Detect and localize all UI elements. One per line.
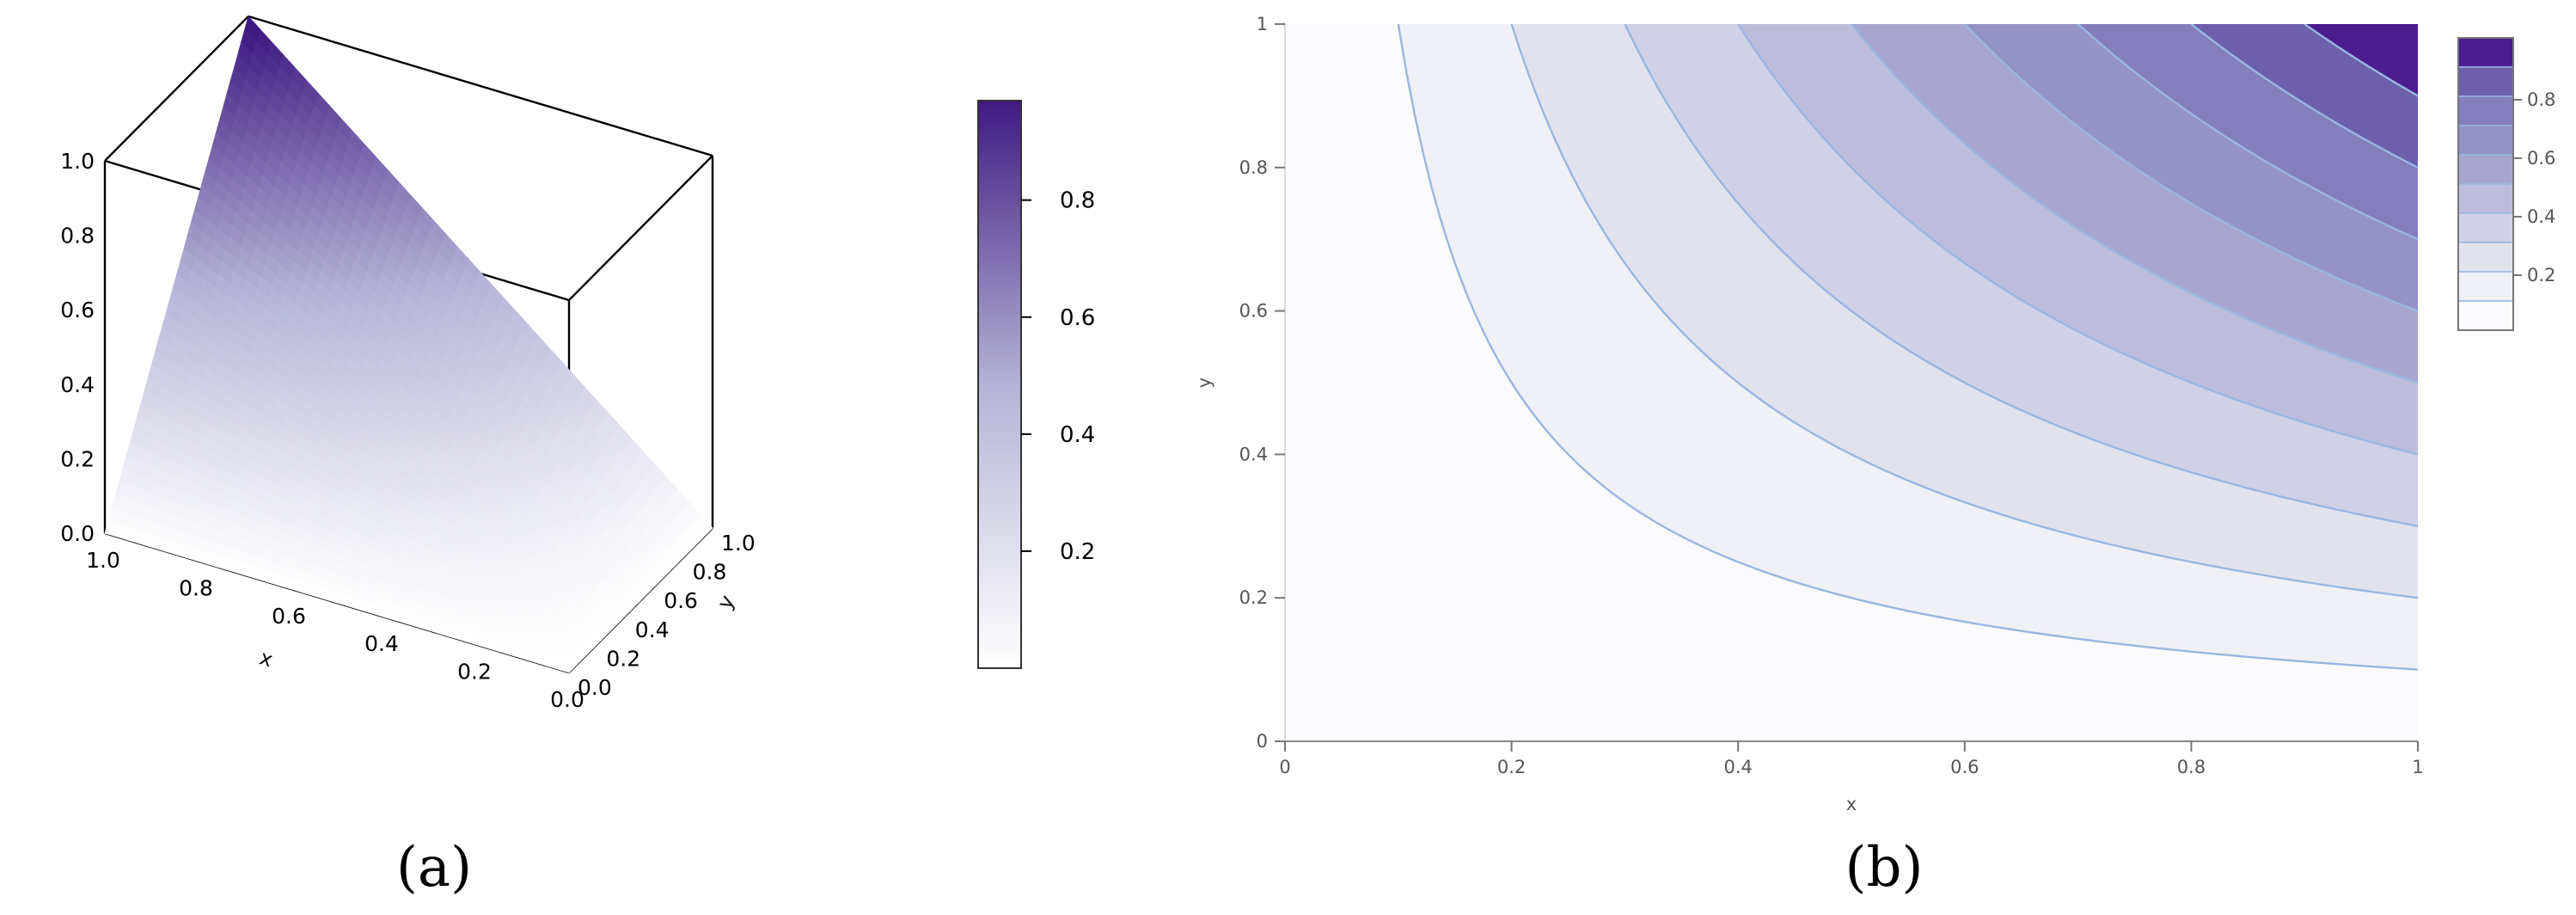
legend-tick-label: 0.8 [2527,89,2555,110]
y-tick-label: 0.0 [578,675,612,700]
x-tick-label: 1 [2412,757,2423,777]
legend-swatch [2457,66,2514,97]
contour-fills [1285,24,2418,741]
box-edge [568,155,713,301]
legend-swatch [2457,154,2514,185]
contour-line [1737,24,2418,456]
x-tick-label: 0.8 [2177,757,2206,777]
contour-line [1624,24,2418,527]
z-tick-label: 1.0 [60,149,95,174]
z-tick-label: 0.0 [60,521,95,546]
legend-swatch [2457,183,2514,214]
legend-tick-label: 0.2 [2527,265,2555,286]
x-tick-label: 0.0 [550,687,584,712]
colorbar-tick-label: 0.6 [1060,305,1095,331]
contour-plot-panel: 0 0.2 0.4 0.6 0.8 1 0 0.2 0.4 0.6 0.8 1 x y [1194,14,2424,814]
contour-line [1397,24,2418,671]
colorbar-tick-label: 0.4 [1060,422,1095,448]
z-tick-label: 0.2 [60,446,95,471]
contour-axes: 0 0.2 0.4 0.6 0.8 1 0 0.2 0.4 0.6 0.8 1 x y [1194,14,2424,814]
contour-line [2190,24,2418,169]
legend-swatch [2457,125,2514,156]
box-edge [248,15,713,157]
contour-legend: 0.2 0.4 0.6 0.8 [2457,37,2555,331]
legend-tick-label: 0.4 [2527,206,2555,227]
legend-swatch [2457,95,2514,126]
surface-mesh [104,15,713,673]
contour-lines [1397,24,2418,671]
surface-colorbar: 0.2 0.4 0.6 0.8 [977,100,1095,669]
x-tick-label: 0.4 [364,631,399,656]
x-tick-label: 0.2 [457,660,492,685]
legend-frame [2457,37,2514,331]
y-tick-label: 0.8 [1239,157,1268,178]
y-tick-label: 1.0 [721,531,756,556]
contour-line [2304,24,2418,97]
x-tick-label: 1.0 [86,548,120,573]
x-axis-label: x [257,645,276,672]
x-tick-label: 0 [1279,757,1290,777]
y-tick-label: 0 [1257,731,1268,752]
x-tick-label: 0.8 [179,575,213,600]
panel-b-label: (b) [1845,836,1924,900]
legend-swatch [2457,271,2514,302]
z-tick-label: 0.8 [60,224,95,249]
legend-swatch [2457,300,2514,331]
y-axis-label: y [713,591,739,613]
x-tick-label: 0.4 [1723,757,1752,777]
y-tick-label: 0.8 [693,560,727,585]
y-tick-label: 0.4 [1239,444,1268,464]
x-tick-label: 0.6 [272,604,306,629]
y-tick-label: 0.6 [1239,301,1268,322]
contour-line [1963,24,2418,312]
y-tick-label: 0.2 [606,646,640,671]
colorbar-tick-label: 0.2 [1060,539,1095,565]
y-tick-label: 1 [1257,14,1268,34]
contour-band [2304,24,2418,96]
y-tick-label: 0.4 [635,617,670,642]
contour-line [1851,24,2418,384]
colorbar-tick-label: 0.8 [1060,188,1095,214]
surface-axis-ticks: 0.00.20.40.60.81.01.00.80.60.40.20.00.00… [60,149,756,712]
colorbar-gradient [977,100,1022,669]
y-tick-label: 0.2 [1239,587,1268,608]
surface-facet [556,665,573,673]
legend-swatch [2457,37,2514,68]
surface-plot-panel: 0.00.20.40.60.81.01.00.80.60.40.20.00.00… [60,15,756,712]
box-edge [104,15,249,162]
x-tick-label: 0.6 [1950,757,1979,777]
y-tick-label: 0.6 [664,588,698,613]
contour-line [1510,24,2418,599]
panel-a-label: (a) [396,836,472,900]
legend-swatch [2457,242,2514,273]
legend-tick-label: 0.6 [2527,148,2555,169]
x-axis-label: x [1846,794,1857,814]
legend-swatch [2457,212,2514,243]
contour-line [2077,24,2418,241]
z-tick-label: 0.6 [60,298,95,322]
y-axis-label: y [1194,378,1215,388]
z-tick-label: 0.4 [60,372,95,397]
x-tick-label: 0.2 [1497,757,1526,777]
